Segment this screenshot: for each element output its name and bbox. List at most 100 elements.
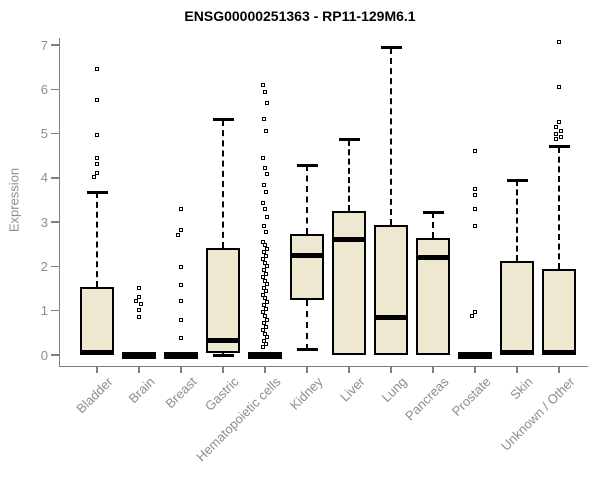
whisker-line (432, 212, 434, 239)
outlier-point (260, 310, 265, 315)
outlier-point (178, 282, 183, 287)
median-line (542, 349, 576, 355)
outlier-point (556, 120, 561, 125)
x-tick (558, 365, 560, 373)
x-axis-line (58, 365, 588, 367)
outlier-point (178, 335, 183, 340)
x-tick (138, 365, 140, 373)
outlier-point (260, 275, 265, 280)
outlier-point (260, 200, 265, 205)
outlier-point (178, 317, 183, 322)
whisker-cap (212, 353, 234, 357)
outlier-point (262, 313, 267, 318)
y-tick (50, 265, 59, 268)
outlier-point (178, 207, 183, 212)
outlier-point (260, 345, 265, 350)
outlier-point (261, 117, 266, 122)
y-tick (50, 44, 59, 46)
whisker-line (306, 165, 308, 235)
box (542, 268, 576, 355)
outlier-point (260, 257, 265, 262)
y-tick (50, 177, 59, 179)
outlier-point (262, 296, 267, 301)
outlier-point (94, 171, 99, 176)
x-tick (96, 365, 98, 373)
y-tick-label: 4 (40, 170, 48, 186)
outlier-point (472, 310, 477, 315)
x-tick (390, 365, 392, 373)
y-tick-label: 6 (40, 81, 48, 97)
outlier-point (260, 82, 265, 87)
whisker-cap (86, 190, 108, 194)
outlier-point (261, 285, 266, 290)
whisker-cap (548, 145, 570, 149)
whisker-cap (380, 46, 402, 50)
whisker-line (558, 146, 560, 269)
outlier-point (263, 341, 268, 346)
outlier-point (178, 299, 183, 304)
x-tick (474, 365, 476, 373)
outlier-point (263, 306, 268, 311)
outlier-point (261, 182, 266, 187)
whisker-cap (296, 348, 318, 352)
outlier-point (94, 97, 99, 102)
x-tick (348, 365, 350, 373)
box (332, 211, 366, 355)
outlier-point (262, 260, 267, 265)
outlier-point (263, 324, 268, 329)
box (206, 247, 240, 353)
outlier-point (261, 250, 266, 255)
box (80, 286, 114, 355)
x-tick (264, 365, 266, 373)
outlier-point (261, 267, 266, 272)
outlier-point (263, 289, 268, 294)
outlier-point (262, 243, 267, 248)
outlier-point (554, 125, 558, 130)
whisker-cap (212, 118, 234, 122)
y-tick (50, 309, 59, 312)
median-line (80, 349, 114, 355)
collapsed-box-median (458, 351, 492, 359)
outlier-point (136, 294, 141, 299)
outlier-point (262, 89, 267, 94)
outlier-point (472, 186, 477, 191)
outlier-point (263, 189, 268, 194)
outlier-point (262, 207, 267, 212)
outlier-point (260, 292, 265, 297)
whisker-line (516, 180, 518, 262)
outlier-point (472, 148, 477, 153)
median-line (500, 349, 534, 355)
outlier-point (136, 286, 141, 291)
y-tick (50, 221, 59, 223)
outlier-point (94, 67, 99, 72)
x-tick (516, 365, 518, 373)
outlier-point (178, 265, 183, 270)
outlier-point (178, 227, 183, 232)
outlier-point (264, 172, 269, 177)
outlier-point (136, 308, 141, 313)
collapsed-box-median (248, 351, 282, 359)
outlier-point (136, 314, 141, 319)
outlier-point (264, 299, 269, 304)
outlier-point (554, 137, 558, 142)
box (500, 261, 534, 355)
x-tick (432, 365, 434, 373)
outlier-point (262, 278, 267, 283)
outlier-point (260, 328, 265, 333)
y-tick-label: 5 (40, 126, 48, 142)
outlier-point (559, 129, 563, 133)
outlier-point (264, 335, 269, 340)
y-axis-line (58, 38, 60, 367)
outlier-point (94, 155, 99, 160)
outlier-point (94, 162, 99, 167)
outlier-point (470, 313, 474, 318)
y-tick-label: 1 (40, 303, 48, 319)
box (290, 234, 324, 301)
y-tick-label: 2 (40, 258, 48, 274)
outlier-point (176, 232, 180, 237)
outlier-point (556, 84, 561, 89)
outlier-point (92, 174, 96, 179)
outlier-point (139, 301, 143, 306)
x-tick (306, 365, 308, 373)
